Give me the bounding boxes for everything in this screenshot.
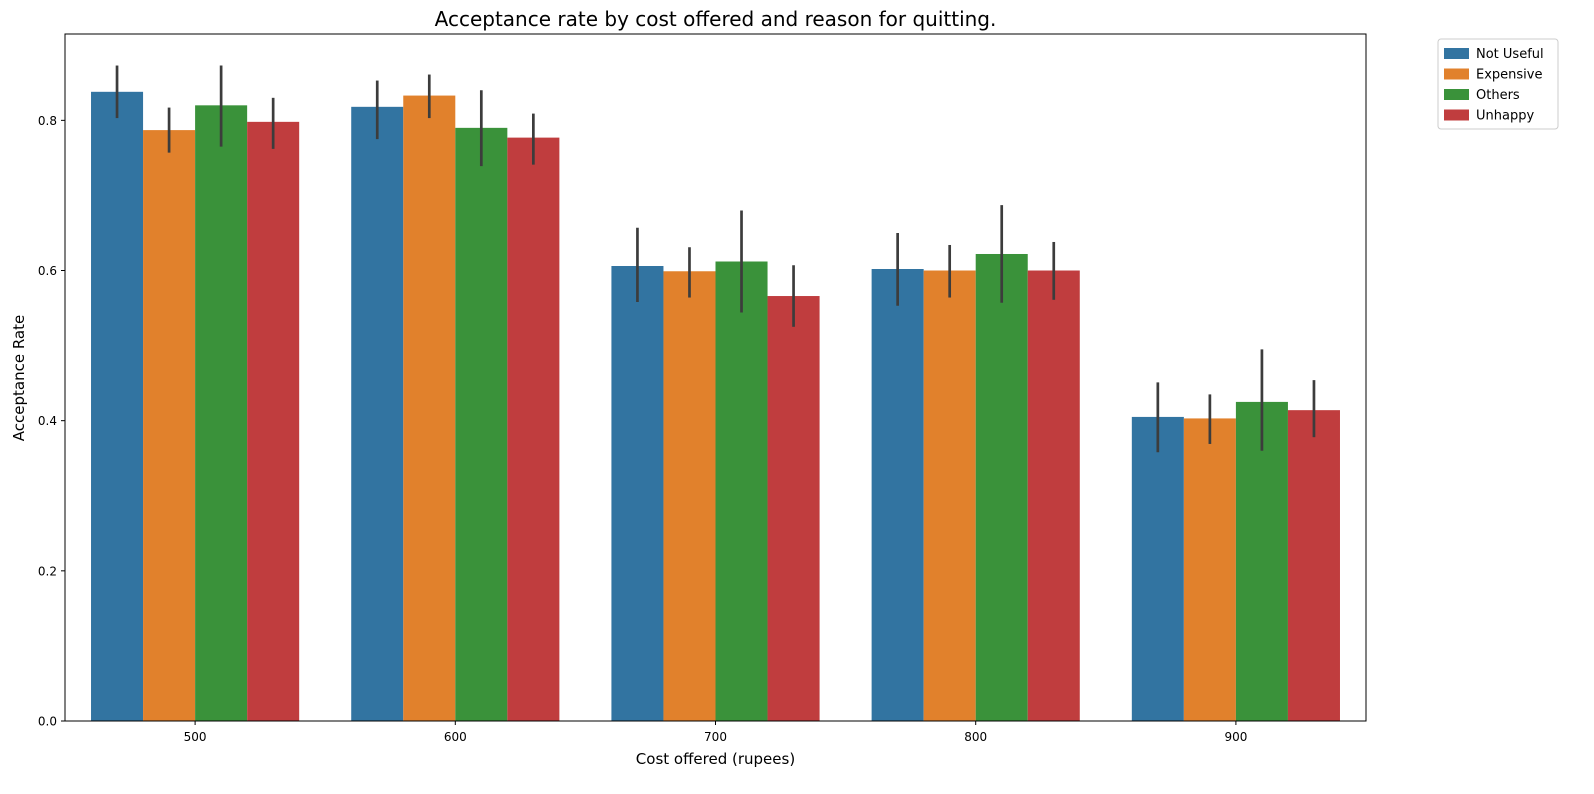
bar <box>91 91 144 722</box>
y-tick-label: 0.0 <box>38 715 57 729</box>
bar <box>923 270 976 721</box>
plot-area: 0.0 0.2 0.4 0.6 0.8 500 600 700 800 900 <box>38 33 1367 744</box>
bar <box>351 106 404 721</box>
bar <box>663 271 716 721</box>
bar <box>507 137 560 722</box>
x-tick-label: 700 <box>704 730 727 744</box>
bar <box>1027 270 1080 721</box>
bar <box>403 95 456 722</box>
bar <box>1131 416 1184 721</box>
legend-box <box>1437 38 1559 130</box>
bar <box>1235 401 1288 721</box>
legend-swatch <box>1444 89 1469 100</box>
y-tick-label: 0.2 <box>38 564 57 578</box>
bar <box>195 105 248 721</box>
bar <box>871 269 924 721</box>
bar <box>611 266 664 721</box>
legend-swatch <box>1444 48 1469 59</box>
x-tick-label: 800 <box>964 730 987 744</box>
x-tick-label: 600 <box>444 730 467 744</box>
legend-swatch <box>1444 109 1469 121</box>
bar <box>715 261 768 721</box>
y-tick-label: 0.6 <box>38 264 57 278</box>
x-axis-label: Cost offered (rupees) <box>636 750 795 768</box>
legend-swatch <box>1444 68 1469 80</box>
bar <box>455 127 508 721</box>
bar <box>1183 418 1236 721</box>
bar <box>247 121 300 722</box>
y-tick-label: 0.4 <box>38 414 57 428</box>
legend-label: Unhappy <box>1476 109 1534 124</box>
bar <box>1287 410 1340 721</box>
legend: Not Useful Expensive Others Unhappy <box>1437 38 1559 130</box>
chart-title: Acceptance rate by cost offered and reas… <box>435 7 997 31</box>
y-tick-label: 0.8 <box>38 114 57 128</box>
legend-label: Not Useful <box>1476 47 1544 62</box>
bar <box>767 296 820 721</box>
x-tick-label: 500 <box>184 730 207 744</box>
axes-frame <box>64 33 1367 722</box>
x-tick-label: 900 <box>1224 730 1247 744</box>
y-axis-label: Acceptance Rate <box>10 315 28 441</box>
bar <box>975 253 1028 721</box>
bar <box>143 130 196 721</box>
legend-label: Expensive <box>1476 68 1542 83</box>
legend-label: Others <box>1476 88 1520 103</box>
